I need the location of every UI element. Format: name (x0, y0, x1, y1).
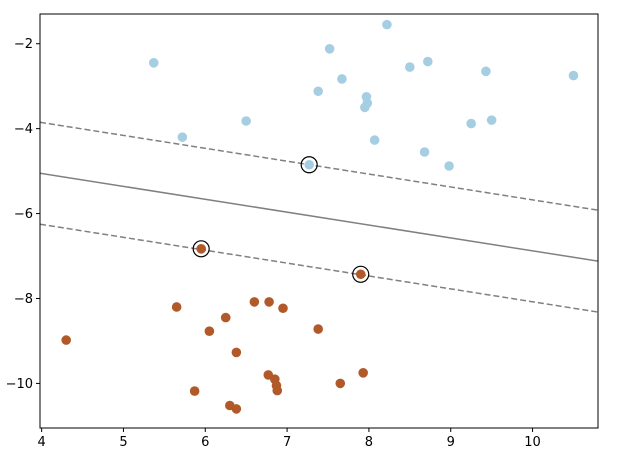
data-point-class-1 (355, 269, 366, 280)
decision-lines (40, 121, 598, 313)
margin-line-2 (40, 223, 598, 313)
data-point-class-0 (324, 44, 335, 54)
data-point-class-0 (148, 58, 159, 68)
data-points (61, 19, 579, 414)
data-point-class-1 (278, 303, 288, 314)
data-point-class-1 (220, 312, 231, 323)
data-point-class-0 (486, 115, 497, 125)
data-point-class-0 (568, 70, 579, 81)
x-axis: 4 5 6 7 8 9 10 (37, 428, 541, 450)
x-tick-label: 7 (283, 435, 291, 450)
data-point-class-1 (313, 324, 323, 334)
x-tick-label: 5 (119, 435, 127, 450)
data-point-class-0 (337, 74, 347, 84)
support-vector-markers (192, 156, 370, 283)
support-vector-ring (192, 240, 210, 258)
data-point-class-1 (61, 335, 71, 345)
data-point-class-0 (304, 159, 314, 170)
data-point-class-0 (444, 161, 454, 171)
x-tick-label: 9 (447, 435, 455, 450)
y-tick-label: −2 (14, 37, 33, 52)
data-point-class-1 (196, 244, 206, 254)
y-tick-label: −4 (14, 122, 33, 137)
plot-frame (39, 13, 599, 429)
data-point-class-1 (249, 297, 260, 307)
support-vector-ring (300, 156, 318, 174)
data-point-class-0 (405, 62, 415, 72)
data-point-class-0 (362, 98, 373, 108)
data-point-class-0 (382, 19, 392, 30)
y-tick-label: −8 (14, 292, 33, 307)
y-tick-label: −10 (6, 377, 33, 392)
x-tick-label: 6 (201, 435, 209, 450)
data-point-class-0 (481, 66, 491, 77)
data-point-class-0 (423, 56, 433, 67)
x-tick-label: 4 (37, 435, 45, 450)
data-point-class-0 (369, 135, 380, 145)
data-point-class-0 (419, 147, 430, 157)
data-point-class-0 (313, 86, 323, 97)
data-point-class-1 (272, 385, 283, 396)
data-point-class-1 (264, 297, 274, 307)
decision-boundary-line (40, 172, 598, 262)
data-point-class-1 (171, 302, 182, 312)
data-point-class-1 (231, 347, 242, 358)
y-tick-label: −6 (14, 207, 33, 222)
data-point-class-1 (335, 378, 346, 389)
x-tick-label: 8 (365, 435, 373, 450)
data-point-class-1 (358, 368, 368, 378)
data-point-class-0 (466, 118, 476, 129)
data-point-class-0 (177, 132, 188, 142)
data-point-class-1 (231, 404, 242, 414)
data-point-class-1 (189, 386, 200, 396)
data-point-class-0 (241, 116, 251, 126)
margin-line-1 (40, 121, 598, 211)
support-vector-ring (352, 265, 370, 283)
data-point-class-1 (204, 326, 215, 336)
y-axis: −2 −4 −6 −8 −10 (6, 37, 40, 392)
x-tick-label: 10 (524, 435, 541, 450)
